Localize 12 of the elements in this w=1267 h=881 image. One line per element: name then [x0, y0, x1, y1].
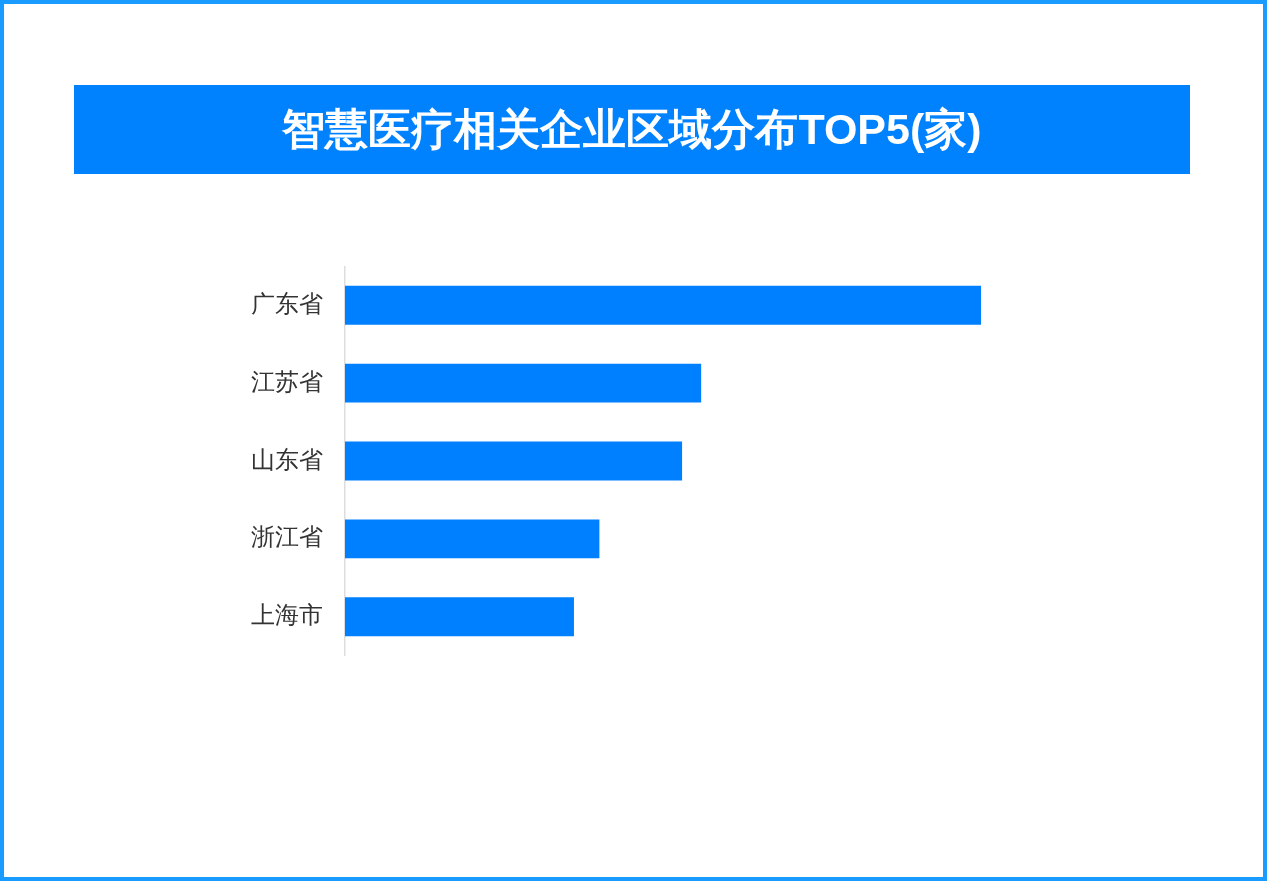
title-banner: 智慧医疗相关企业区域分布TOP5(家) — [74, 85, 1190, 174]
bar — [345, 285, 981, 325]
y-tick-label: 山东省 — [251, 445, 323, 473]
bar — [345, 363, 702, 403]
bar — [345, 597, 574, 637]
y-tick-label: 广东省 — [251, 289, 323, 317]
bar — [345, 519, 600, 559]
y-tick-label: 上海市 — [251, 601, 323, 629]
y-tick-label: 江苏省 — [251, 367, 323, 395]
bar — [345, 441, 683, 481]
chart-title: 智慧医疗相关企业区域分布TOP5(家) — [282, 103, 982, 155]
y-tick-label: 浙江省 — [251, 523, 323, 551]
